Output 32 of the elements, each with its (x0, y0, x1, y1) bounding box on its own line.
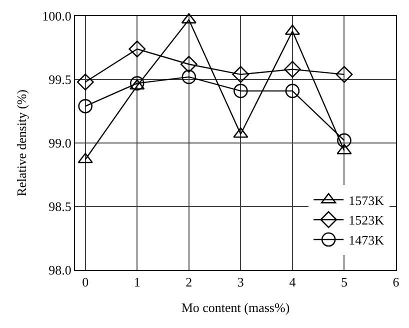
point (78, 152, 93, 164)
point (130, 76, 144, 90)
y-tick-label: 99.5 (48, 72, 72, 88)
point (232, 66, 250, 83)
point (128, 40, 146, 58)
y-tick-label: 98.5 (48, 199, 72, 214)
x-tick-label: 4 (289, 274, 296, 290)
point (285, 84, 300, 98)
x-tick-label: 1 (134, 274, 140, 290)
point (337, 133, 352, 148)
x-tick-label: 5 (340, 274, 348, 290)
point (78, 99, 92, 114)
point (76, 74, 94, 90)
point (336, 144, 352, 154)
point (233, 127, 248, 138)
point (336, 66, 353, 83)
x-tick-label: 3 (237, 274, 244, 290)
x-tick-label: 0 (82, 274, 89, 290)
legend-label: 1473K (348, 232, 385, 248)
y-tick-label: 100.0 (42, 8, 72, 24)
y-tick-label: 98.0 (48, 262, 72, 278)
point (284, 60, 301, 78)
point (182, 70, 196, 84)
point (180, 56, 198, 73)
x-tick-label: 6 (392, 274, 400, 290)
legend-label: 1573K (348, 192, 385, 208)
point (234, 84, 248, 98)
y-axis-title: Relative density (%) (14, 90, 30, 196)
x-tick-label: 2 (186, 274, 192, 290)
x-axis-title: Mo content (mass%) (181, 300, 290, 316)
y-tick-label: 99.0 (48, 136, 72, 151)
legend-label: 1523K (348, 212, 385, 228)
